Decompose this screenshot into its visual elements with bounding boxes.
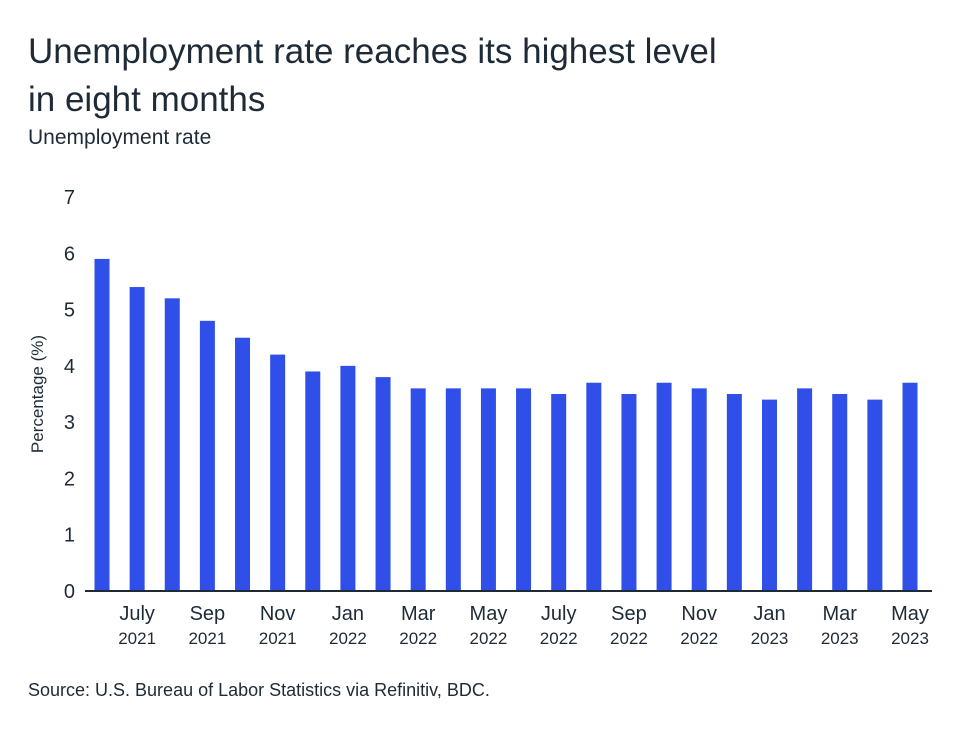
x-tick-year: 2021	[188, 629, 226, 648]
bar-jun-2021	[94, 258, 110, 591]
bar-apr-2022	[445, 388, 461, 591]
bar-nov-2021	[270, 354, 286, 591]
x-tick-year: 2023	[821, 629, 859, 648]
x-tick-label: July 2021	[118, 603, 156, 648]
bar-jun-2022	[516, 388, 532, 591]
bar-mar-2022	[410, 388, 426, 591]
x-tick-label: Jan 2023	[751, 603, 789, 648]
x-tick-year: 2022	[610, 629, 648, 648]
y-tick-label: 0	[64, 581, 75, 603]
x-tick-month: Jan	[753, 603, 785, 625]
x-tick-label: Sep 2021	[188, 603, 226, 648]
x-tick-month: Jan	[332, 603, 364, 625]
x-tick-label: Jan 2022	[329, 603, 367, 648]
x-tick-label: May 2022	[470, 603, 508, 648]
bar-sep-2021	[199, 320, 215, 591]
bar-feb-2023	[797, 388, 813, 591]
y-tick-label: 7	[64, 187, 75, 209]
bar-may-2022	[480, 388, 496, 591]
x-tick-label: Sep 2022	[610, 603, 648, 648]
bar-jan-2023	[761, 399, 777, 591]
y-tick-label: 3	[64, 412, 75, 434]
bar-jul-2022	[551, 394, 567, 591]
y-tick-label: 2	[64, 468, 75, 490]
bar-jan-2022	[340, 365, 356, 591]
x-tick-year: 2022	[329, 629, 367, 648]
x-tick-year: 2022	[470, 629, 508, 648]
x-tick-month: July	[541, 603, 577, 625]
bar-aug-2022	[586, 382, 602, 591]
bar-nov-2022	[691, 388, 707, 591]
x-tick-month: May	[470, 603, 508, 625]
x-tick-month: Nov	[681, 603, 717, 625]
x-tick-month: Sep	[190, 603, 226, 625]
x-tick-month: Mar	[823, 603, 858, 625]
x-tick-year: 2022	[399, 629, 437, 648]
x-tick-year: 2023	[751, 629, 789, 648]
y-tick-label: 6	[64, 243, 75, 265]
x-tick-label: Mar 2022	[399, 603, 437, 648]
x-tick-year: 2022	[680, 629, 718, 648]
y-tick-label: 5	[64, 300, 75, 322]
chart-title: Unemployment rate reaches its highest le…	[28, 32, 717, 119]
y-axis-label: Percentage (%)	[28, 335, 47, 453]
x-tick-month: Mar	[401, 603, 436, 625]
x-tick-year: 2023	[891, 629, 929, 648]
x-tick-label: Nov 2022	[680, 603, 718, 648]
x-tick-month: May	[891, 603, 929, 625]
y-tick-label: 4	[64, 356, 75, 378]
x-tick-label: May 2023	[891, 603, 929, 648]
x-tick-label: Mar 2023	[821, 603, 859, 648]
bar-aug-2021	[164, 298, 180, 591]
bar-dec-2022	[726, 394, 742, 591]
x-tick-year: 2022	[540, 629, 578, 648]
x-tick-label: Nov 2021	[259, 603, 297, 648]
x-tick-year: 2021	[259, 629, 297, 648]
y-tick-label: 1	[64, 525, 75, 547]
x-tick-month: Nov	[260, 603, 296, 625]
bar-may-2023	[902, 382, 918, 591]
bar-feb-2022	[375, 377, 391, 591]
bar-oct-2021	[235, 337, 251, 591]
bar-mar-2023	[832, 394, 848, 591]
x-tick-year: 2021	[118, 629, 156, 648]
x-tick-month: Sep	[611, 603, 647, 625]
source-note: Source: U.S. Bureau of Labor Statistics …	[28, 680, 490, 700]
x-tick-label: July 2022	[540, 603, 578, 648]
bar-jul-2021	[129, 287, 145, 591]
chart-subtitle: Unemployment rate	[28, 126, 212, 149]
bar-oct-2022	[656, 382, 672, 591]
bar-apr-2023	[867, 399, 883, 591]
bar-sep-2022	[621, 394, 637, 591]
x-tick-month: July	[119, 603, 155, 625]
bar-dec-2021	[305, 371, 321, 591]
